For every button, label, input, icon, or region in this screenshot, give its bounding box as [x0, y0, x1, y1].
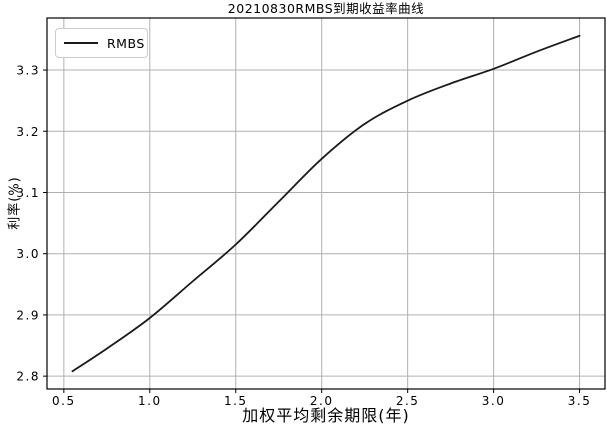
y-tick-label: 3.2	[16, 125, 40, 139]
y-tick-label: 3.3	[16, 64, 40, 78]
legend: RMBS	[55, 28, 148, 58]
axes-frame	[46, 17, 606, 390]
y-tick-label: 2.8	[16, 370, 40, 384]
legend-series-label: RMBS	[107, 35, 145, 51]
y-tick-label: 3.1	[16, 186, 40, 200]
rmbs-yield-curve	[71, 34, 581, 373]
x-tick-label: 3.5	[568, 394, 592, 408]
y-tick-label: 2.9	[16, 308, 40, 322]
x-tick-label: 3.0	[482, 394, 506, 408]
x-tick-label: 1.0	[138, 394, 162, 408]
legend-line-sample-icon	[64, 42, 98, 44]
x-tick-label: 1.5	[224, 394, 248, 408]
x-tick-label: 0.5	[52, 394, 76, 408]
y-axis-label: 利率(%)	[7, 176, 23, 230]
x-tick-label: 2.0	[310, 394, 334, 408]
x-axis-label: 加权平均剩余期限(年)	[242, 406, 410, 425]
chart-title: 20210830RMBS到期收益率曲线	[227, 1, 425, 16]
x-tick-label: 2.5	[396, 394, 420, 408]
y-tick-label: 3.0	[16, 247, 40, 261]
